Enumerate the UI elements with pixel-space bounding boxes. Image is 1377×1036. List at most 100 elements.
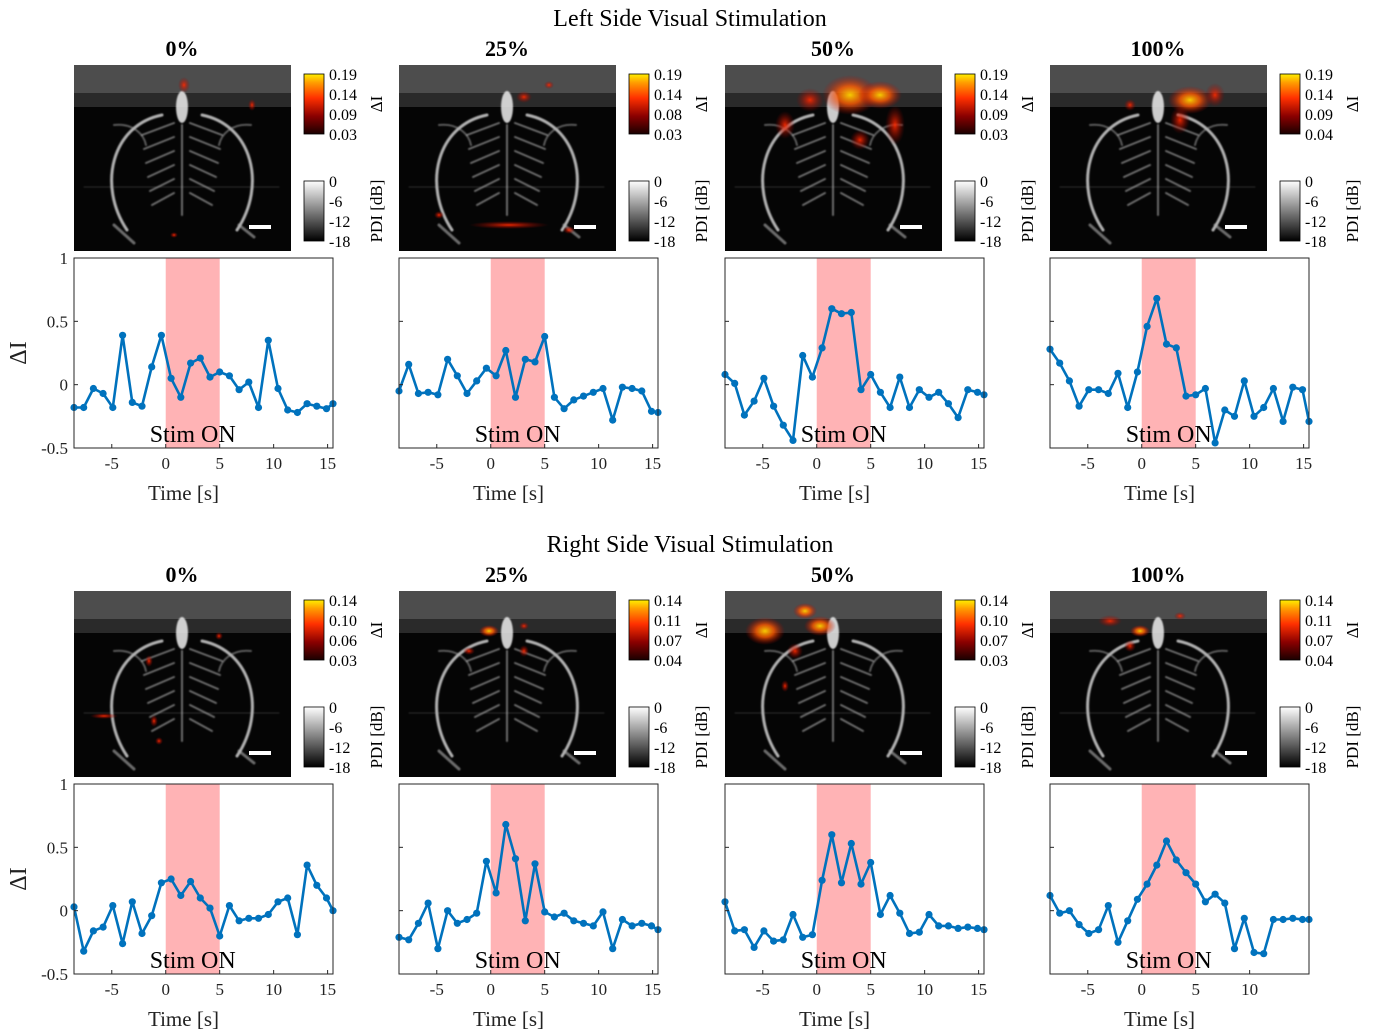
- data-point: [109, 902, 117, 910]
- branch-left: [466, 122, 500, 136]
- y-tick-label: 0: [60, 902, 69, 921]
- colorbar-tick-label: 0: [980, 174, 988, 191]
- data-point: [618, 915, 627, 924]
- stim-on-label: Stim ON: [150, 948, 236, 974]
- data-point: [245, 378, 253, 386]
- data-point: [647, 922, 656, 930]
- data-point: [531, 358, 539, 366]
- vessel-pattern: [1059, 91, 1256, 245]
- data-point: [414, 389, 422, 398]
- group-right-side: Right Side Visual Stimulation0%0.140.100…: [6, 532, 1362, 1031]
- lower-vessel: [562, 749, 581, 765]
- data-point: [1153, 294, 1161, 303]
- side-vessel: [218, 649, 252, 672]
- data-point: [886, 891, 894, 900]
- data-point: [1289, 914, 1297, 922]
- activation-map: [74, 65, 291, 251]
- x-tick-label: 15: [319, 980, 336, 999]
- data-point: [148, 912, 156, 920]
- branch-left: [149, 178, 175, 192]
- series-line: [397, 335, 659, 422]
- data-point: [1114, 369, 1122, 377]
- data-point: [1192, 391, 1200, 399]
- data-point: [1250, 948, 1258, 957]
- data-point: [876, 910, 885, 919]
- data-point: [828, 831, 836, 839]
- branch-right: [514, 164, 542, 178]
- colorbar-delta-i: 0.14 0.10 0.07 0.03 ΔI: [954, 593, 1037, 670]
- data-point: [541, 908, 549, 916]
- branch-left: [476, 192, 500, 206]
- activation-blob: [248, 99, 256, 111]
- data-point: [80, 947, 88, 955]
- colorbar-tick-label: 0.19: [654, 67, 682, 84]
- branch-right: [189, 704, 215, 718]
- colorbar-gray: [954, 180, 976, 242]
- colorbar-label: PDI [dB]: [1018, 180, 1037, 243]
- branch-left: [1121, 150, 1151, 164]
- activation-blob: [1098, 615, 1122, 627]
- data-point: [511, 855, 520, 863]
- activation-blobs: [1124, 83, 1225, 134]
- group-title: Left Side Visual Stimulation: [553, 6, 826, 32]
- right-vessel-arc: [200, 639, 254, 758]
- data-point: [1095, 926, 1103, 934]
- data-point: [1289, 383, 1297, 391]
- data-point: [905, 403, 914, 412]
- colorbar-tick-label: 0.10: [980, 613, 1008, 630]
- x-tick-label: 5: [866, 454, 875, 473]
- activation-blob: [796, 88, 824, 112]
- branch-right: [514, 122, 548, 136]
- data-point: [599, 908, 607, 916]
- colorbar-label: ΔI: [367, 621, 386, 638]
- right-vessel-arc: [525, 639, 579, 758]
- data-point: [570, 396, 578, 404]
- data-point: [80, 403, 88, 412]
- activation-blob: [145, 655, 153, 667]
- y-tick-label: 1: [60, 249, 69, 268]
- x-tick-label: 5: [866, 980, 875, 999]
- data-point: [609, 416, 617, 424]
- lower-vessel: [437, 223, 461, 245]
- side-vessel: [438, 649, 472, 672]
- right-vessel-arc: [851, 639, 905, 758]
- side-vessel: [1194, 649, 1228, 672]
- activation-blob: [1205, 83, 1225, 107]
- axes-box: [724, 257, 985, 449]
- y-tick-label: 1: [60, 775, 69, 794]
- colorbar-hot: [954, 599, 976, 661]
- x-tick-label: 0: [1137, 980, 1146, 999]
- colorbar-delta-i: 0.14 0.11 0.07 0.04 ΔI: [1279, 593, 1362, 670]
- data-point: [1230, 945, 1239, 953]
- colorbar-tick-label: 0.19: [329, 67, 357, 84]
- data-point: [609, 945, 617, 953]
- branch-right: [189, 122, 223, 136]
- data-point: [502, 820, 510, 829]
- side-vessel: [543, 123, 577, 146]
- data-point: [187, 877, 195, 886]
- branch-right: [189, 192, 213, 206]
- vessel-pattern: [83, 91, 280, 245]
- x-tick-label: -5: [1081, 454, 1095, 473]
- data-point: [235, 917, 243, 925]
- x-tick-label: 10: [1241, 980, 1258, 999]
- data-point: [1065, 907, 1073, 915]
- data-point: [599, 384, 607, 393]
- colorbar-tick-label: -6: [329, 194, 342, 211]
- branch-right: [1165, 150, 1195, 164]
- colorbar-pdi: 0 -6 -12 -18 PDI [dB]: [1279, 700, 1362, 777]
- branch-right: [1165, 648, 1199, 662]
- series-line: [724, 307, 985, 442]
- branch-right: [1165, 718, 1189, 732]
- colorbar-tick-label: 0.03: [980, 653, 1008, 670]
- stim-window: [816, 258, 871, 448]
- colorbar-label: ΔI: [1018, 621, 1037, 638]
- data-point: [1124, 917, 1132, 925]
- data-point: [167, 374, 175, 382]
- midline-vessel: [1152, 91, 1164, 123]
- data-point: [434, 945, 442, 953]
- data-point: [740, 411, 749, 419]
- data-point: [847, 308, 855, 317]
- colorbar-delta-i: 0.19 0.14 0.09 0.03 ΔI: [954, 67, 1037, 144]
- lower-vessel: [1088, 749, 1112, 771]
